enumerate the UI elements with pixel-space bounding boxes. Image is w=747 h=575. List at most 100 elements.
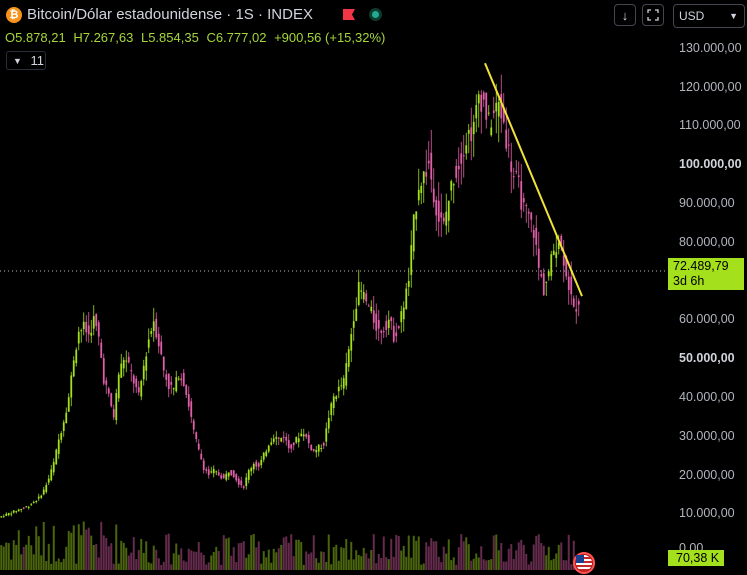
candle-body	[322, 442, 325, 446]
candle-body	[2, 516, 5, 518]
candle-body	[265, 451, 268, 456]
candle-body	[220, 475, 223, 479]
symbol-title[interactable]: Bitcoin/Dólar estadounidense · 1S · INDE…	[27, 6, 313, 23]
ohlc-low: L5.854,35	[140, 30, 199, 45]
volume-bar	[352, 559, 355, 570]
candle-body	[190, 401, 193, 417]
market-status-icon[interactable]	[369, 8, 382, 21]
candle-body	[405, 288, 408, 310]
candle-body	[165, 374, 168, 380]
screenshot-icon[interactable]	[642, 4, 664, 26]
volume-bar	[180, 548, 183, 570]
candle-body	[505, 129, 508, 149]
volume-bar	[570, 564, 573, 570]
candle-body	[367, 305, 370, 307]
candle-body	[240, 480, 243, 486]
candle-body	[247, 470, 250, 480]
candle-body	[487, 112, 490, 114]
candle-body	[577, 301, 580, 305]
candle-body	[365, 293, 368, 302]
volume-bar	[337, 560, 340, 570]
volume-bar	[210, 555, 213, 570]
candle-body	[215, 471, 218, 473]
ohlc-legend: O5.878,21 H7.267,63 L5.854,35 C6.777,02 …	[5, 30, 389, 45]
volume-bar	[360, 556, 363, 570]
volume-bar	[520, 539, 523, 570]
flag-icon[interactable]	[343, 9, 355, 20]
volume-bar	[67, 530, 70, 570]
us-flag-icon[interactable]	[573, 552, 595, 574]
volume-bar	[497, 550, 500, 570]
volume-bar	[342, 548, 345, 570]
candle-body	[412, 214, 415, 252]
candle-body	[207, 469, 210, 476]
candle-body	[390, 317, 393, 322]
candle-body	[30, 504, 33, 506]
volume-bar	[252, 533, 255, 570]
volume-bar	[195, 551, 198, 570]
volume-bar	[385, 557, 388, 570]
candle-body	[97, 322, 100, 337]
candle-body	[135, 378, 138, 388]
candle-body	[82, 321, 85, 330]
candle-body	[400, 311, 403, 323]
volume-bar	[87, 527, 90, 570]
candle-body	[152, 321, 155, 332]
volume-bar	[395, 534, 398, 570]
volume-bar	[75, 563, 78, 570]
candle-body	[197, 443, 200, 450]
chart-header: ₿ Bitcoin/Dólar estadounidense · 1S · IN…	[0, 0, 670, 30]
y-tick-label: 30.000,00	[679, 428, 735, 443]
volume-bar	[487, 560, 490, 570]
candle-body	[465, 145, 468, 154]
candle-body	[52, 462, 55, 473]
volume-bar	[547, 546, 550, 570]
volume-bar	[495, 534, 498, 570]
indicators-collapse-button[interactable]: ▼ 11	[6, 51, 46, 70]
candle-body	[275, 437, 278, 439]
currency-selector[interactable]: USD ▼	[673, 4, 745, 28]
candle-body	[175, 377, 178, 392]
candle-body	[252, 463, 255, 470]
candle-body	[562, 255, 565, 266]
y-tick-label: 100.000,00	[679, 157, 742, 172]
candle-body	[10, 513, 13, 515]
volume-bar	[145, 541, 148, 570]
candle-body	[427, 160, 430, 164]
volume-bar	[282, 537, 285, 570]
volume-bar	[222, 535, 225, 570]
volume-bar	[552, 558, 555, 570]
candle-body	[242, 486, 245, 488]
candle-body	[402, 307, 405, 320]
candle-body	[330, 403, 333, 416]
candle-body	[497, 102, 500, 117]
candle-body	[270, 442, 273, 445]
candle-body	[332, 396, 335, 409]
volume-bar	[537, 534, 540, 570]
candle-body	[450, 181, 453, 191]
volume-bar	[532, 544, 535, 570]
candle-body	[355, 308, 358, 321]
candle-body	[395, 332, 398, 337]
volume-bar	[292, 556, 295, 570]
volume-bar	[312, 535, 315, 570]
volume-bar	[220, 564, 223, 570]
candle-body	[77, 331, 80, 344]
volume-bar	[102, 535, 105, 570]
volume-bar	[417, 536, 420, 570]
volume-bar	[522, 544, 525, 570]
candle-body	[65, 412, 68, 423]
volume-bar	[335, 544, 338, 570]
volume-bar	[382, 536, 385, 570]
candle-body	[232, 470, 235, 478]
volume-bar	[332, 547, 335, 570]
arrow-down-icon[interactable]: ↓	[614, 4, 636, 26]
volume-bar	[555, 553, 558, 570]
volume-bar	[460, 534, 463, 570]
candle-body	[182, 372, 185, 386]
volume-bar	[232, 547, 235, 570]
volume-bar	[307, 553, 310, 570]
volume-bar	[40, 555, 43, 570]
volume-bar	[160, 564, 163, 570]
